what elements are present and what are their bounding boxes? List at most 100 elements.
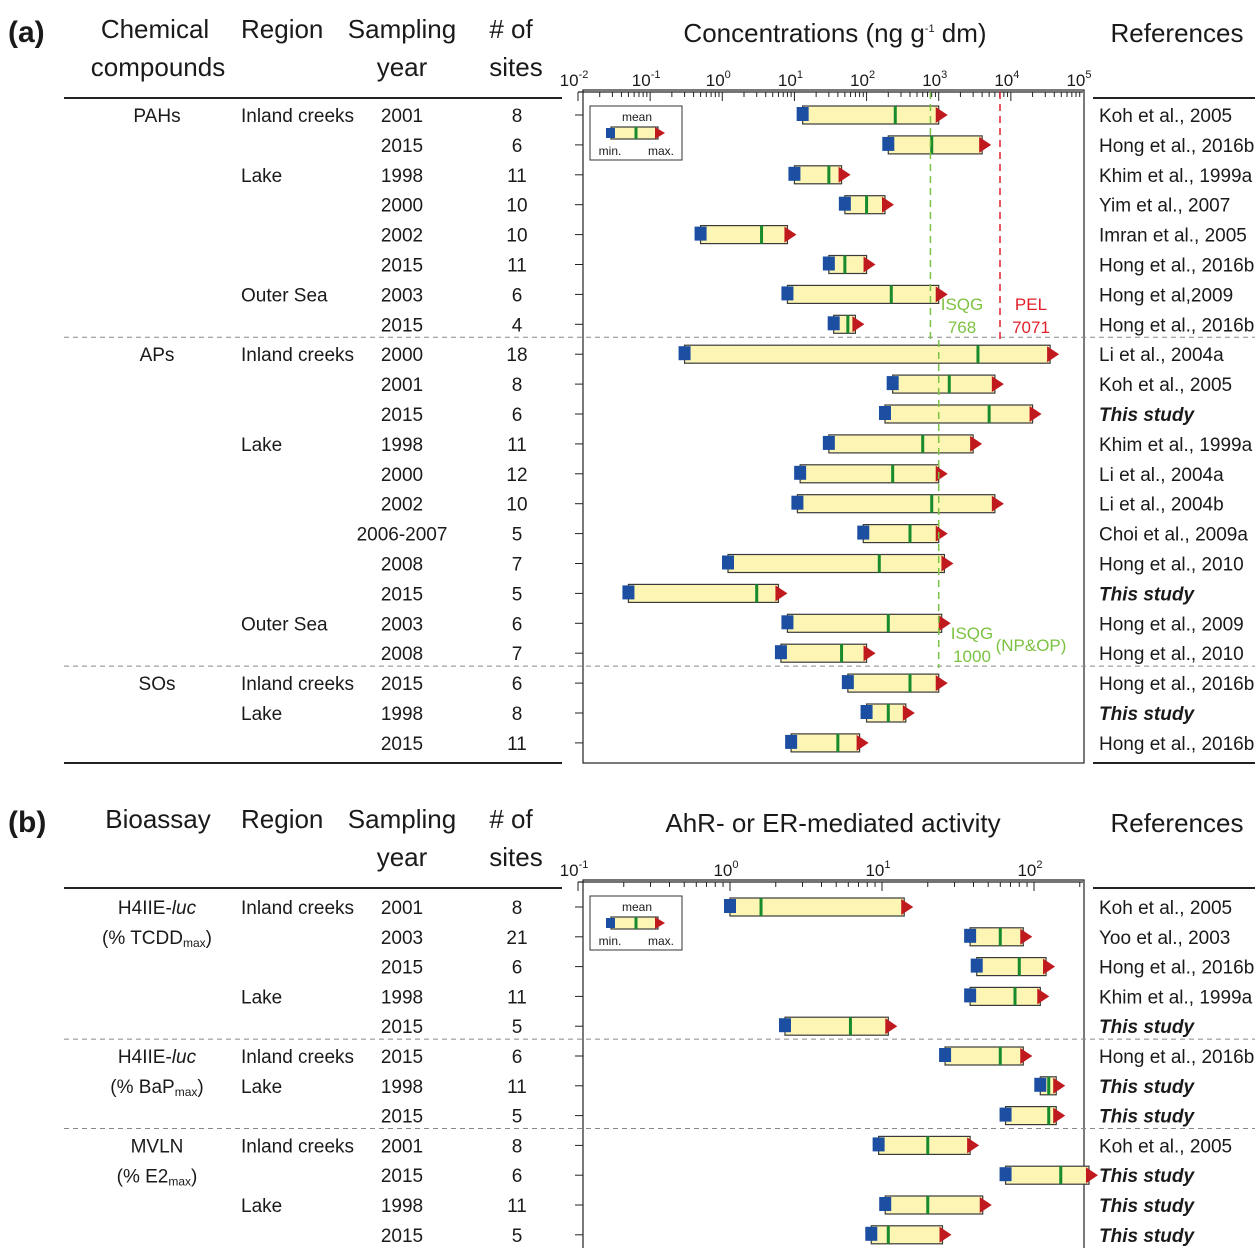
header-year-a-2: year xyxy=(377,52,428,82)
max-marker xyxy=(979,1197,992,1213)
group-label: APs xyxy=(140,345,175,366)
isqg-ap-note: (NP&OP) xyxy=(996,636,1067,655)
row-sites: 4 xyxy=(512,315,523,336)
min-marker xyxy=(860,705,873,719)
row-region: Inland creeks xyxy=(241,106,354,127)
row-reference: Yoo et al., 2003 xyxy=(1099,928,1230,949)
range-bar xyxy=(862,523,940,544)
row-reference: This study xyxy=(1099,704,1195,725)
x-axis-b-tick-label: 100 xyxy=(713,859,738,880)
max-marker xyxy=(1053,1077,1066,1094)
min-marker xyxy=(838,196,851,211)
axis-title-a-end: dm) xyxy=(935,18,987,48)
min-marker xyxy=(794,465,807,480)
row-year: 2008 xyxy=(381,644,423,665)
max-marker xyxy=(935,465,948,482)
max-marker xyxy=(775,585,788,602)
row-sites: 11 xyxy=(507,1196,527,1217)
row-sites: 11 xyxy=(507,1077,527,1098)
range-bar xyxy=(969,986,1041,1007)
header-region-a: Region xyxy=(241,14,323,44)
row-reference: This study xyxy=(1099,1077,1195,1098)
row-reference: Khim et al., 1999a xyxy=(1099,166,1253,187)
row-sites: 6 xyxy=(512,614,523,635)
range-bar xyxy=(1004,1165,1090,1185)
range-bar xyxy=(727,553,946,574)
header-sites-a-1: # of xyxy=(489,14,533,44)
axis-title-a-main: Concentrations (ng g xyxy=(683,18,924,48)
range-bar xyxy=(884,404,1034,424)
row-reference: Hong et al., 2016b xyxy=(1099,674,1254,695)
range-bar xyxy=(828,434,974,454)
row-year: 2015 xyxy=(381,405,423,426)
max-marker xyxy=(935,107,948,123)
row-year: 2001 xyxy=(381,1136,423,1157)
row-sites: 6 xyxy=(512,1166,523,1187)
row-year: 1998 xyxy=(381,704,423,725)
range-bar xyxy=(878,1135,971,1156)
row-sites: 5 xyxy=(512,584,523,605)
row-reference: Hong et al., 2016b xyxy=(1099,256,1254,277)
row-year: 2003 xyxy=(381,614,423,635)
min-marker xyxy=(785,734,798,749)
max-marker xyxy=(967,1137,980,1154)
row-year: 2000 xyxy=(381,196,423,217)
row-reference: Yim et al., 2007 xyxy=(1099,196,1230,217)
max-marker xyxy=(1020,928,1033,945)
range-bar xyxy=(802,105,940,125)
x-axis-a-tick-label: 103 xyxy=(922,69,947,90)
row-year: 2015 xyxy=(381,1166,423,1187)
max-marker xyxy=(1029,406,1042,422)
min-marker xyxy=(879,1197,892,1211)
row-reference: Hong et al., 2016b xyxy=(1099,1047,1254,1068)
legend-b-max-marker xyxy=(655,917,665,929)
isqg-ap-value: 1000 xyxy=(953,647,991,666)
row-year: 1998 xyxy=(381,435,423,456)
legend-a-min-marker xyxy=(606,128,615,138)
max-marker xyxy=(979,136,992,153)
row-sites: 21 xyxy=(506,928,527,949)
row-region: Lake xyxy=(241,435,282,456)
min-marker xyxy=(999,1167,1012,1182)
max-marker xyxy=(1047,346,1060,363)
axis-title-a: Concentrations (ng g-1 dm) xyxy=(683,18,986,48)
row-sites: 5 xyxy=(512,525,523,546)
row-year: 1998 xyxy=(381,166,423,187)
row-reference: Hong et al., 2010 xyxy=(1099,644,1244,665)
range-bar xyxy=(699,225,789,245)
row-sites: 11 xyxy=(507,256,527,277)
header-sites-b-1: # of xyxy=(489,804,533,834)
x-axis-a-ticks: 10-2 10-1 100 101 102 103 104 105 xyxy=(560,69,1092,101)
range-bar xyxy=(729,897,905,917)
row-year: 2000 xyxy=(381,345,423,366)
row-sites: 6 xyxy=(512,136,523,157)
x-axis-a-tick-label: 10-1 xyxy=(632,69,661,90)
row-sites: 11 xyxy=(507,734,527,755)
range-bar xyxy=(969,927,1024,947)
max-marker xyxy=(970,435,983,452)
row-year: 2015 xyxy=(381,256,423,277)
row-region: Inland creeks xyxy=(241,1136,354,1157)
row-sites: 8 xyxy=(512,898,523,919)
range-bar xyxy=(796,494,996,514)
group-label: H4IIE-luc xyxy=(118,1047,197,1068)
group-label: MVLN xyxy=(131,1136,184,1157)
x-axis-a-tick-label: 105 xyxy=(1066,69,1091,90)
x-axis-a-tick-label: 104 xyxy=(994,69,1019,90)
row-reference: Hong et al., 2016b xyxy=(1099,136,1254,157)
min-marker xyxy=(865,1226,878,1241)
row-reference: Koh et al., 2005 xyxy=(1099,106,1232,127)
row-year: 2015 xyxy=(381,734,423,755)
row-sites: 8 xyxy=(512,704,523,725)
row-reference: This study xyxy=(1099,1107,1195,1128)
x-axis-b-tick-label: 102 xyxy=(1017,859,1042,880)
max-marker xyxy=(935,675,948,692)
row-year: 2015 xyxy=(381,584,423,605)
row-region: Lake xyxy=(241,166,282,187)
panel-a-rows: PAHs Inland creeks 2001 8 Koh et al., 2005 20… xyxy=(64,105,1255,755)
row-year: 2015 xyxy=(381,1226,423,1247)
panel-b-rows: H4IIE-luc (% TCDDmax) Inland creeks 2001 8 Ko… xyxy=(64,897,1255,1247)
min-marker xyxy=(774,645,787,660)
group-sublabel: (% BaPmax) xyxy=(110,1077,203,1099)
max-marker xyxy=(938,615,951,632)
